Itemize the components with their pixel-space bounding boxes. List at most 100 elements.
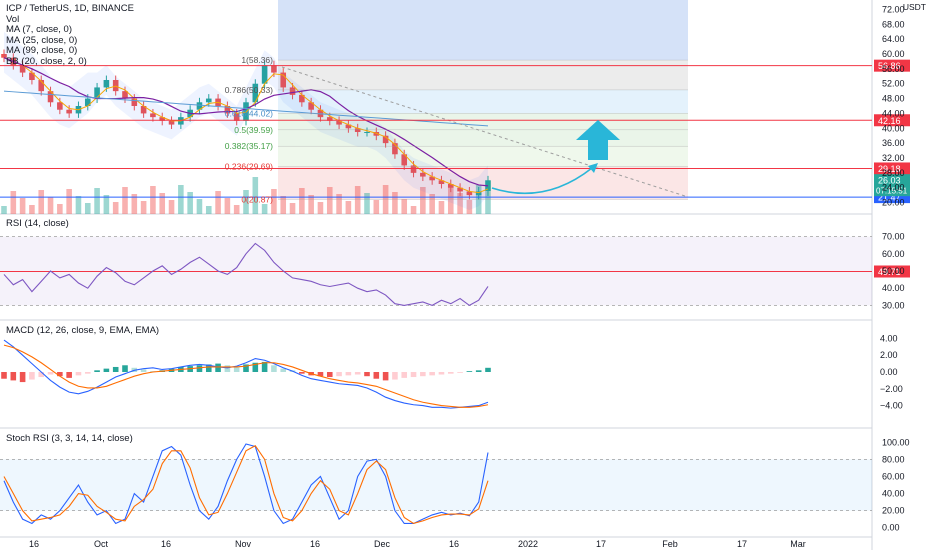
stoch-tick: 80.00: [882, 454, 905, 464]
time-tick: 17: [737, 539, 747, 549]
macd-histogram-bar: [326, 372, 333, 378]
macd-histogram-bar: [485, 367, 491, 372]
stoch-tick: 20.00: [882, 506, 905, 516]
volume-bar: [205, 206, 212, 214]
volume-bar: [66, 189, 72, 214]
candle: [410, 165, 417, 173]
fib-zone: [278, 89, 688, 114]
countdown-value: 07:15:51: [876, 187, 908, 196]
volume-bar: [215, 191, 221, 214]
volume-bar: [57, 204, 63, 214]
macd-histogram-bar: [447, 372, 454, 374]
macd-tick: 0.00: [880, 367, 898, 377]
candle: [205, 98, 212, 103]
vol-label: Vol: [6, 13, 20, 25]
projection-arrowhead: [588, 163, 598, 173]
fib-label: 0.236(29.69): [225, 162, 273, 172]
rsi-tick: 70.00: [882, 232, 905, 242]
projection-curve: [491, 167, 593, 195]
time-tick: 16: [310, 539, 320, 549]
price-tick: 36.00: [882, 138, 905, 148]
ma7-label: MA (7, close, 0): [6, 24, 72, 35]
volume-bar: [354, 186, 361, 214]
volume-bar: [168, 200, 175, 214]
fib-label: 0.786(50.33): [225, 85, 273, 95]
volume-bar: [336, 194, 342, 214]
macd-histogram-bar: [429, 372, 435, 376]
candle: [112, 80, 119, 92]
fib-zone: [278, 113, 688, 130]
candle: [420, 172, 426, 177]
volume-bar: [392, 192, 398, 214]
fib-label: 1(58.36): [241, 55, 273, 65]
price-tick: 32.00: [882, 153, 905, 163]
volume-bar: [233, 205, 240, 214]
fib-label: 0.618(44.02): [225, 108, 273, 118]
macd-histogram-bar: [215, 363, 221, 372]
rsi-tick: 60.00: [882, 249, 905, 259]
candle: [299, 94, 305, 103]
rsi-title: RSI (14, close): [6, 218, 69, 229]
candle: [131, 98, 138, 106]
pane-separators: [0, 0, 873, 550]
macd-histogram-bar: [261, 361, 268, 372]
macd-histogram-bar: [401, 372, 408, 378]
macd-histogram-bar: [103, 368, 110, 372]
volume-bar: [317, 202, 324, 214]
macd-histogram-bar: [466, 371, 473, 372]
macd-histogram-bar: [196, 365, 203, 372]
volume-bar: [326, 187, 333, 214]
volume-bar: [373, 200, 380, 214]
candle: [94, 87, 100, 99]
macd-histogram-bar: [271, 365, 277, 372]
candle: [1, 54, 7, 58]
macd-histogram-bar: [299, 372, 305, 374]
price-tick: 60.00: [882, 49, 905, 59]
macd-histogram-bar: [47, 372, 54, 375]
volume-bar: [196, 199, 203, 214]
volume-bar: [457, 193, 463, 214]
signal-line: [3, 344, 489, 408]
price-tick: 48.00: [882, 94, 905, 104]
candle: [336, 120, 342, 125]
up-arrow-icon: [576, 120, 620, 160]
candle: [345, 124, 352, 129]
candle: [84, 98, 91, 106]
candle: [233, 113, 240, 121]
volume-bar: [261, 204, 268, 214]
symbol-title: ICP / TetherUS, 1D, BINANCE: [6, 3, 134, 14]
candle: [19, 65, 26, 73]
macd-histogram-bar: [280, 368, 287, 372]
ma99-label: MA (99, close, 0): [6, 45, 78, 56]
macd-histogram-bar: [224, 365, 231, 372]
candle: [57, 102, 63, 110]
volume-bar: [10, 191, 17, 214]
bollinger-band: [4, 31, 488, 211]
ma7-line: [3, 57, 489, 194]
volume-bar: [94, 188, 100, 214]
candle: [159, 117, 166, 121]
macd-histogram-bar: [84, 372, 91, 374]
volume-bar: [140, 201, 147, 214]
rsi-tick: 40.00: [882, 283, 905, 293]
macd-line: [3, 339, 489, 409]
time-tick: Nov: [235, 539, 252, 549]
macd-histogram-bar: [373, 372, 380, 379]
macd-histogram-bar: [420, 372, 426, 377]
candle: [308, 102, 314, 110]
candle: [150, 113, 156, 118]
candle: [103, 80, 110, 88]
macd-histogram-bar: [112, 366, 119, 372]
price-tick: 20.00: [882, 198, 905, 208]
macd-histogram-bar: [382, 372, 389, 381]
candle: [438, 180, 445, 184]
volume-bar: [178, 185, 184, 214]
rsi-tick: 30.00: [882, 300, 905, 310]
macd-histogram-bar: [205, 364, 212, 372]
level-tag: [874, 59, 910, 72]
level-tag: [874, 114, 910, 127]
time-tick: Feb: [662, 539, 678, 549]
time-tick: 2022: [518, 539, 538, 549]
